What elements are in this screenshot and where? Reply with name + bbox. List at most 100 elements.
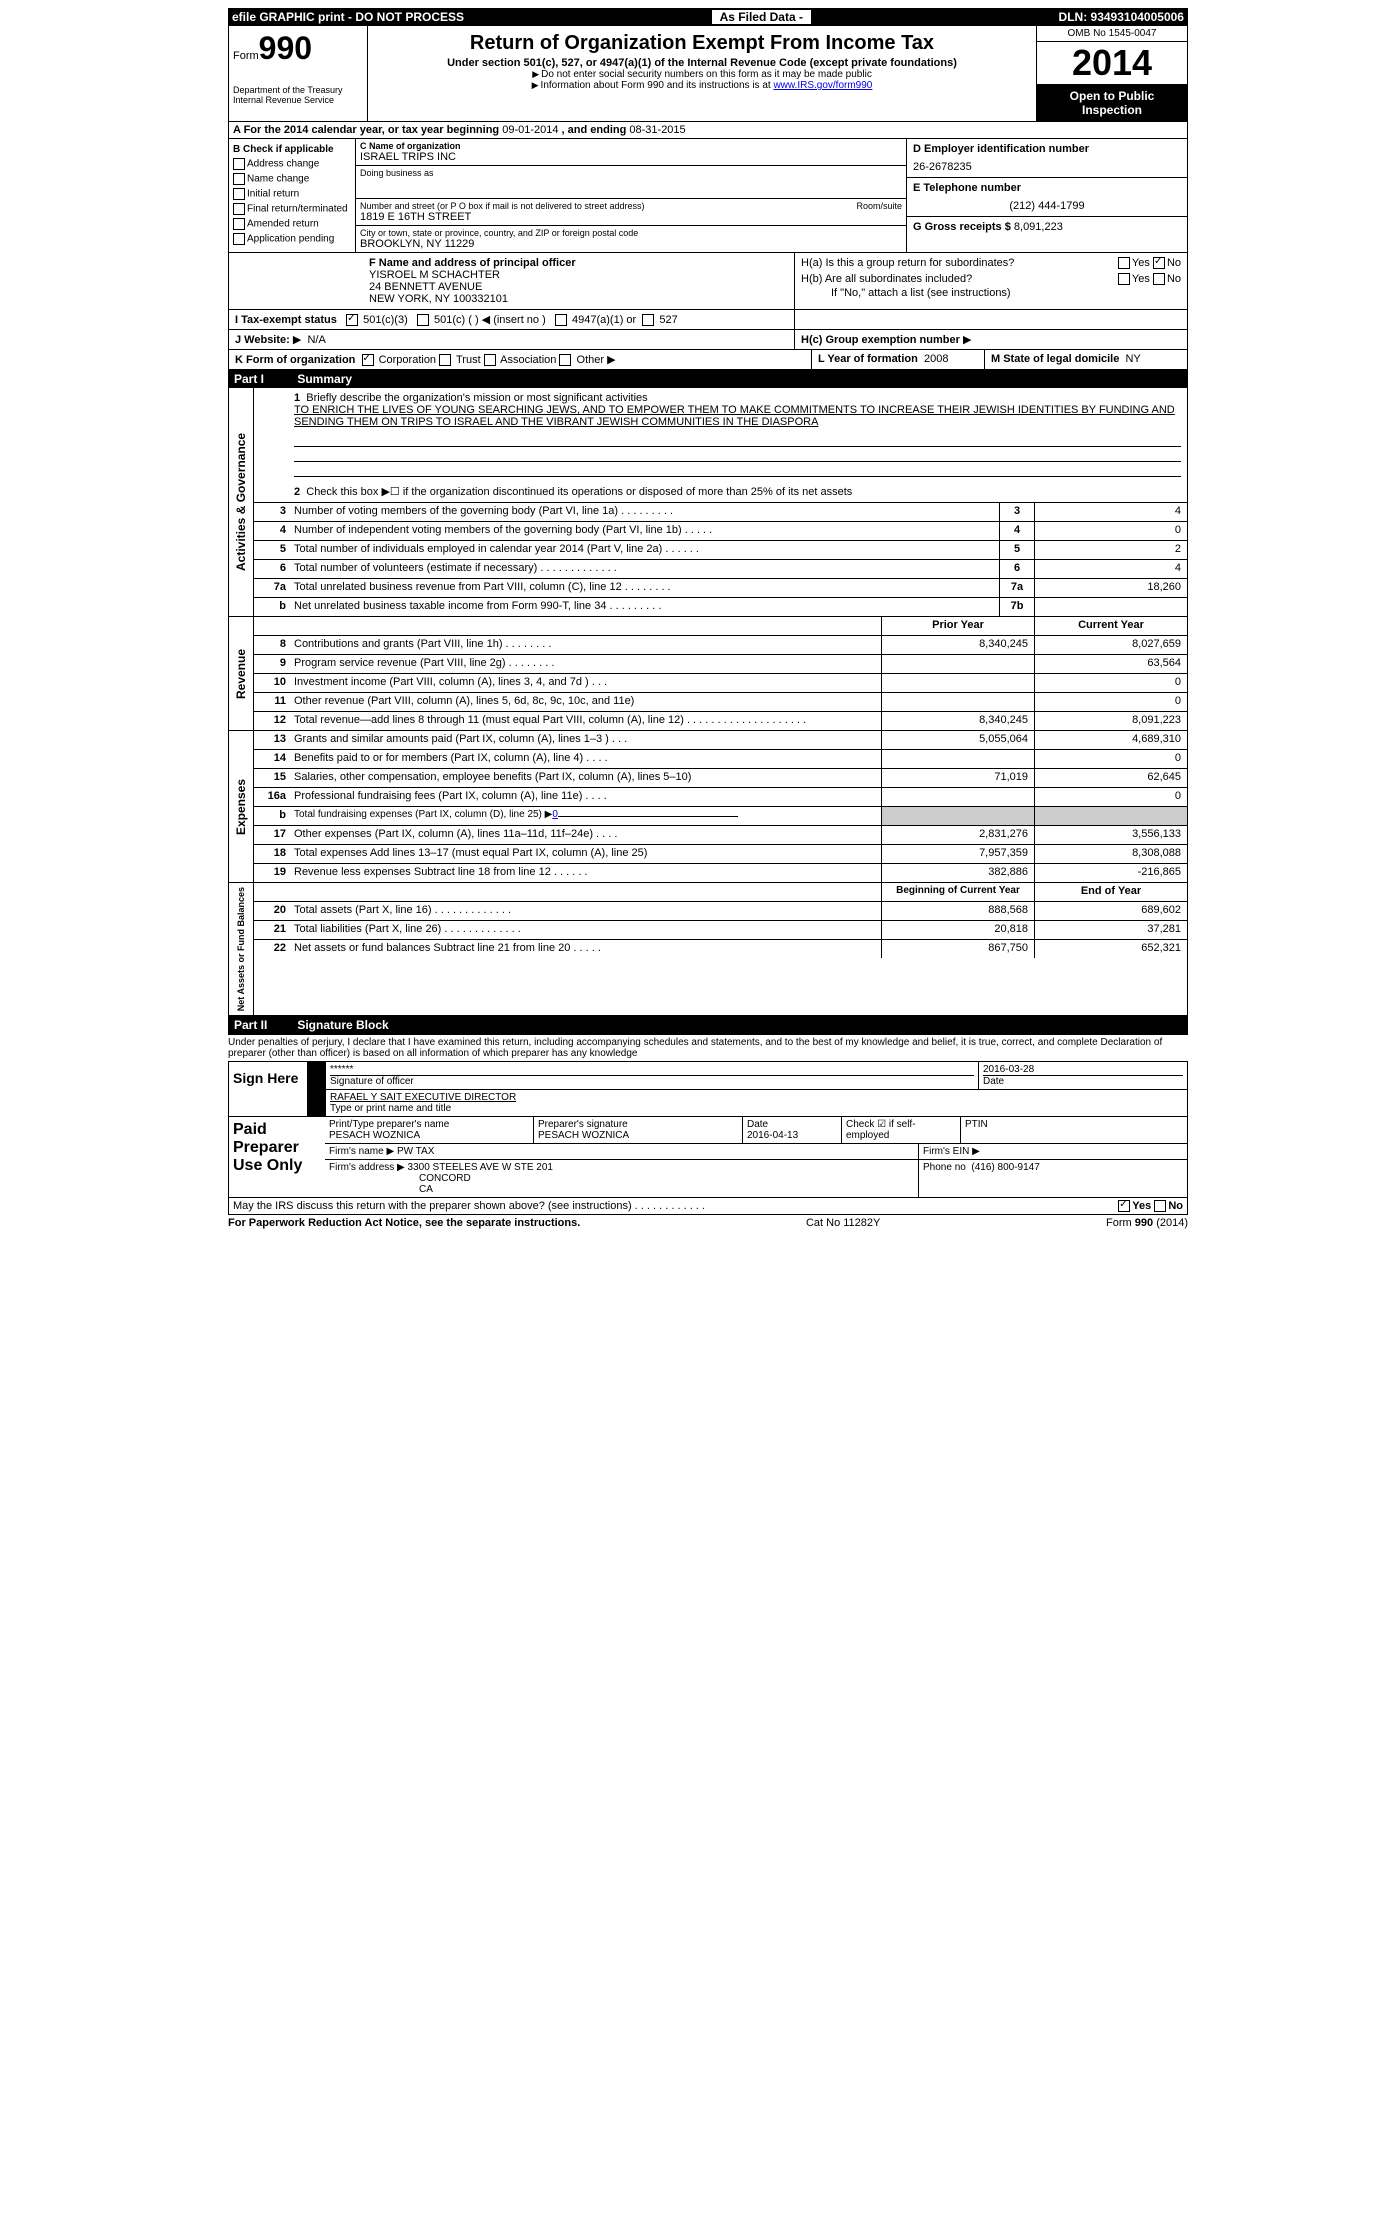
l4: Number of independent voting members of … xyxy=(290,522,999,540)
dba-label: Doing business as xyxy=(360,168,902,178)
topbar-left: efile GRAPHIC print - DO NOT PROCESS xyxy=(232,10,464,24)
officer-addr1: 24 BENNETT AVENUE xyxy=(369,281,788,293)
ha-label: H(a) Is this a group return for subordin… xyxy=(801,257,1014,269)
check-initial[interactable] xyxy=(233,188,245,200)
rowa-prefix: A For the 2014 calendar year, or tax yea… xyxy=(233,124,502,136)
prep-sig: PESACH WOZNICA xyxy=(538,1130,738,1141)
check-name[interactable] xyxy=(233,173,245,185)
check-527[interactable] xyxy=(642,314,654,326)
vert-na: Net Assets or Fund Balances xyxy=(229,883,254,1015)
l15: Salaries, other compensation, employee b… xyxy=(290,769,881,787)
vert-rev: Revenue xyxy=(229,617,254,730)
org-city: BROOKLYN, NY 11229 xyxy=(360,238,902,250)
opt-assoc: Association xyxy=(500,354,556,366)
l2-label: Check this box ▶☐ if the organization di… xyxy=(306,486,852,498)
check-trust[interactable] xyxy=(439,354,451,366)
blank-line xyxy=(294,447,1181,462)
p22: 867,750 xyxy=(881,940,1034,958)
c21: 37,281 xyxy=(1034,921,1187,939)
firm-addr3: CA xyxy=(419,1184,433,1195)
check-address[interactable] xyxy=(233,158,245,170)
check-final[interactable] xyxy=(233,203,245,215)
arrow-icon xyxy=(308,1062,326,1089)
column-b: B Check if applicable Address change Nam… xyxy=(229,139,356,252)
column-c: C Name of organization ISRAEL TRIPS INC … xyxy=(356,139,906,252)
p18: 7,957,359 xyxy=(881,845,1034,863)
l19: Revenue less expenses Subtract line 18 f… xyxy=(290,864,881,882)
discuss-yes[interactable] xyxy=(1118,1200,1130,1212)
discuss-yes-lbl: Yes xyxy=(1132,1200,1151,1212)
room-label: Room/suite xyxy=(856,201,902,211)
m-value: NY xyxy=(1125,353,1140,365)
footer-left: For Paperwork Reduction Act Notice, see … xyxy=(228,1217,580,1229)
phone-value: (212) 444-1799 xyxy=(913,200,1181,212)
part-1-header: Part I Summary xyxy=(228,370,1188,388)
prep-phone-label: Phone no xyxy=(923,1162,966,1173)
hb-no-lbl: No xyxy=(1167,273,1181,285)
row-k: K Form of organization Corporation Trust… xyxy=(228,350,1188,370)
sign-here-label: Sign Here xyxy=(229,1062,308,1116)
l14: Benefits paid to or for members (Part IX… xyxy=(290,750,881,768)
colb-heading: B Check if applicable xyxy=(233,144,334,155)
c15: 62,645 xyxy=(1034,769,1187,787)
p21: 20,818 xyxy=(881,921,1034,939)
hc-cell: H(c) Group exemption number ▶ xyxy=(794,330,1187,349)
c10: 0 xyxy=(1034,674,1187,692)
lbl-address: Address change xyxy=(247,159,319,170)
prep-name-label: Print/Type preparer's name xyxy=(329,1119,529,1130)
l12: Total revenue—add lines 8 through 11 (mu… xyxy=(290,712,881,730)
opt-501c: 501(c) ( ) xyxy=(434,314,479,326)
form-title: Return of Organization Exempt From Incom… xyxy=(372,32,1032,55)
firm-label: Firm's name ▶ xyxy=(329,1146,394,1157)
discuss-no[interactable] xyxy=(1154,1200,1166,1212)
hb-no[interactable] xyxy=(1153,273,1165,285)
l8: Contributions and grants (Part VIII, lin… xyxy=(290,636,881,654)
form-subtitle: Under section 501(c), 527, or 4947(a)(1)… xyxy=(372,57,1032,69)
c9: 63,564 xyxy=(1034,655,1187,673)
footer: For Paperwork Reduction Act Notice, see … xyxy=(228,1215,1188,1231)
check-4947[interactable] xyxy=(555,314,567,326)
check-501c3[interactable] xyxy=(346,314,358,326)
prep-date: 2016-04-13 xyxy=(747,1130,837,1141)
check-pending[interactable] xyxy=(233,233,245,245)
row-a-tax-year: A For the 2014 calendar year, or tax yea… xyxy=(228,122,1188,139)
col-prior: Prior Year xyxy=(881,617,1034,635)
opt-corp: Corporation xyxy=(379,354,436,366)
check-other[interactable] xyxy=(559,354,571,366)
sig-stars: ****** xyxy=(330,1064,974,1075)
blank-line xyxy=(294,462,1181,477)
firm-addr1: 3300 STEELES AVE W STE 201 xyxy=(408,1162,553,1173)
name-label: C Name of organization xyxy=(360,141,461,151)
preparer-section: Paid Preparer Use Only Print/Type prepar… xyxy=(228,1117,1188,1198)
expenses-section: Expenses 13Grants and similar amounts pa… xyxy=(228,731,1188,883)
c16a: 0 xyxy=(1034,788,1187,806)
irs-link[interactable]: www.IRS.gov/form990 xyxy=(773,80,872,91)
p19: 382,886 xyxy=(881,864,1034,882)
hb-yes[interactable] xyxy=(1118,273,1130,285)
j-label: J Website: xyxy=(235,334,290,346)
top-bar: efile GRAPHIC print - DO NOT PROCESS As … xyxy=(228,8,1188,26)
opt-501c3: 501(c)(3) xyxy=(363,314,408,326)
hb-note-col xyxy=(794,310,1187,329)
sig-date-label: Date xyxy=(983,1075,1183,1087)
hb-yes-lbl: Yes xyxy=(1132,273,1150,285)
dept1: Department of the Treasury xyxy=(233,85,363,95)
sig-officer-label: Signature of officer xyxy=(330,1075,974,1087)
check-amended[interactable] xyxy=(233,218,245,230)
m-label: M State of legal domicile xyxy=(991,353,1119,365)
check-501c[interactable] xyxy=(417,314,429,326)
l9: Program service revenue (Part VIII, line… xyxy=(290,655,881,673)
l18: Total expenses Add lines 13–17 (must equ… xyxy=(290,845,881,863)
ha-yes[interactable] xyxy=(1118,257,1130,269)
check-corp[interactable] xyxy=(362,354,374,366)
l11: Other revenue (Part VIII, column (A), li… xyxy=(290,693,881,711)
firm-addr-label: Firm's address ▶ xyxy=(329,1162,405,1173)
check-assoc[interactable] xyxy=(484,354,496,366)
column-f: F Name and address of principal officer … xyxy=(229,253,794,309)
form-header: Form990 Department of the Treasury Inter… xyxy=(228,26,1188,122)
rowa-begin: 09-01-2014 xyxy=(502,124,558,136)
lbl-pending: Application pending xyxy=(247,234,334,245)
ha-no[interactable] xyxy=(1153,257,1165,269)
rowa-mid: , and ending xyxy=(562,124,630,136)
col-current: Current Year xyxy=(1034,617,1187,635)
